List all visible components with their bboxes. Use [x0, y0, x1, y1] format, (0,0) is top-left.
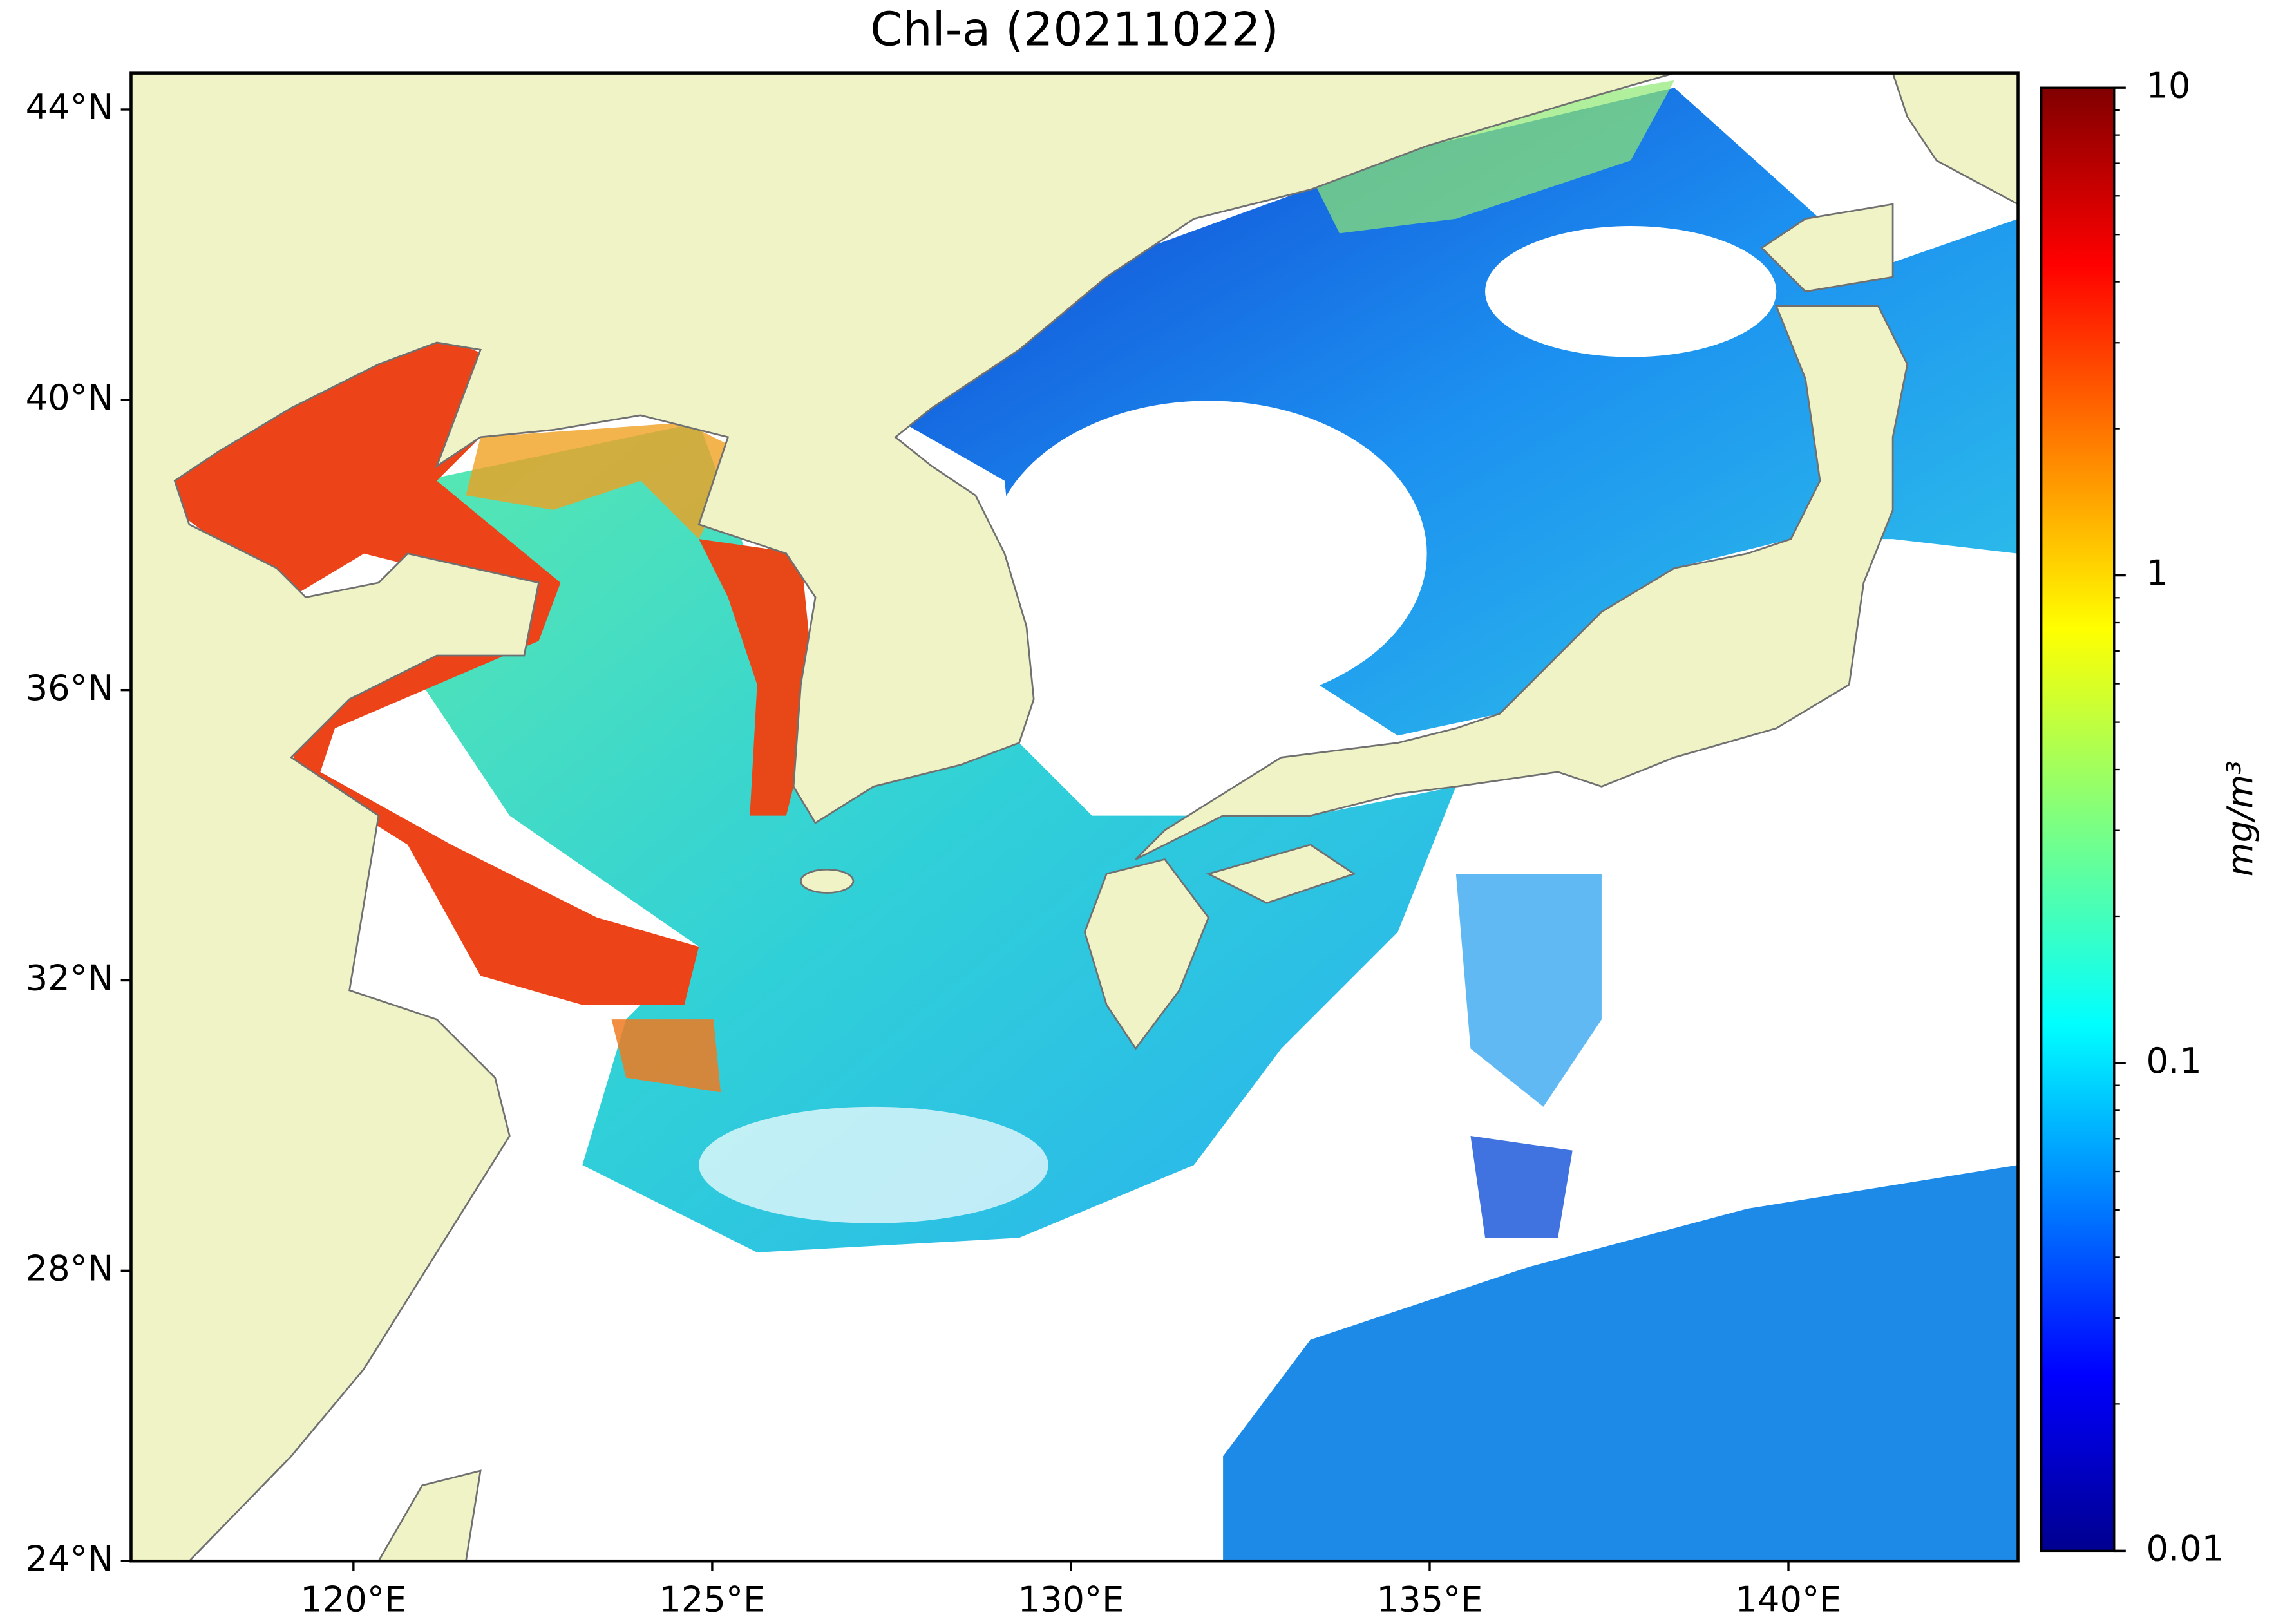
land [131, 73, 1675, 1562]
land [1135, 305, 1909, 860]
y-tick-label: 36°N [26, 668, 114, 708]
colorbar-tick-label: 0.1 [2146, 1041, 2201, 1081]
land [1760, 203, 1894, 293]
y-tick-label: 24°N [26, 1538, 114, 1579]
chl-field [1223, 1165, 2018, 1562]
y-tick-label: 44°N [26, 87, 114, 127]
land [377, 1469, 482, 1562]
chl-field [611, 1019, 721, 1093]
chl-field [1470, 1136, 1573, 1238]
chl-field [175, 335, 699, 1005]
land [1206, 844, 1356, 904]
map [131, 73, 2018, 1562]
x-tick-label: 135°E [1376, 1580, 1483, 1620]
land [800, 868, 855, 894]
x-tick-label: 125°E [659, 1580, 765, 1620]
title: Chl-a (20211022) [870, 3, 1278, 57]
land [1891, 73, 2018, 205]
cloud [1485, 226, 1777, 357]
colorbar [2040, 86, 2116, 1553]
x-tick-label: 140°E [1736, 1580, 1842, 1620]
chl-field [466, 422, 743, 540]
map-frame [129, 71, 2020, 1563]
chl-field [1310, 80, 1674, 234]
chl-field [699, 539, 816, 816]
cloud [699, 1106, 1048, 1223]
colorbar-tick-label: 0.01 [2146, 1529, 2224, 1569]
colorbar-tick-label: 10 [2146, 65, 2190, 106]
y-tick-label: 40°N [26, 377, 114, 418]
chl-field [1455, 874, 1602, 1107]
land [1083, 858, 1210, 1050]
colorbar-label: mg/m³ [2220, 760, 2260, 876]
y-tick-label: 28°N [26, 1248, 114, 1289]
cloud [990, 401, 1427, 707]
y-tick-label: 32°N [26, 958, 114, 999]
x-tick-label: 130°E [1018, 1580, 1124, 1620]
x-tick-label: 120°E [300, 1580, 406, 1620]
colorbar-tick-label: 1 [2146, 553, 2168, 594]
